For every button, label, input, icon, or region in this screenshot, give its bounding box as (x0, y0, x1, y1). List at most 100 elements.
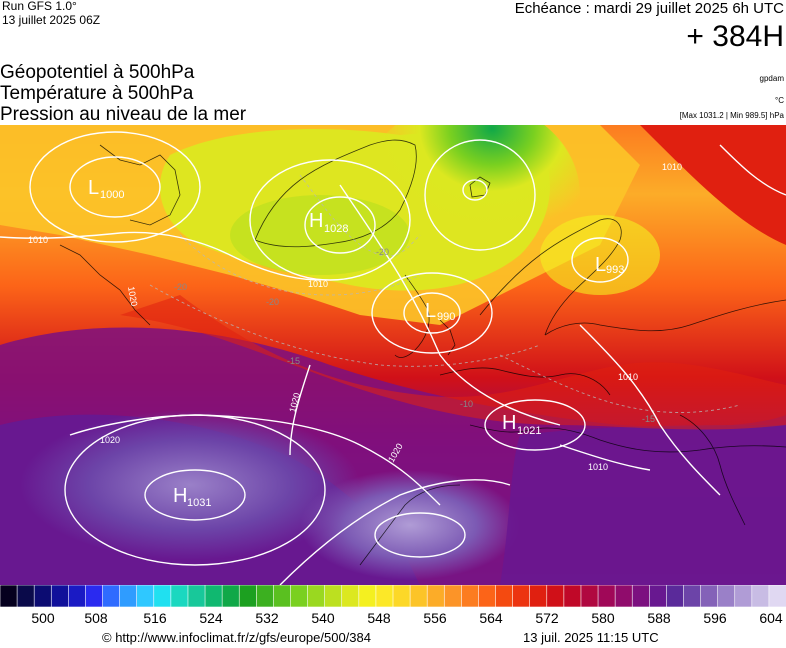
isotherm-label: -15 (287, 356, 300, 366)
field-title-geopotential: Géopotentiel à 500hPa (0, 62, 195, 83)
scale-tick-label: 548 (367, 610, 391, 626)
scale-tick-label: 556 (423, 610, 447, 626)
pressure-center-type: L (88, 177, 99, 199)
isotherm-label: -20 (174, 282, 187, 292)
isobar-label: 1010 (28, 235, 48, 245)
scale-swatch (495, 585, 514, 607)
scale-swatch (119, 585, 138, 607)
isotherm-label: -10 (460, 399, 473, 409)
scale-swatch (204, 585, 223, 607)
generated-timestamp: 13 juil. 2025 11:15 UTC (523, 630, 659, 645)
weather-map: L 1000 H 1028 L 990 L 993 H 1021 H 1031 … (0, 125, 786, 585)
scale-swatch (392, 585, 411, 607)
field-title-pressure: Pression au niveau de la mer (0, 104, 247, 125)
scale-swatch (102, 585, 121, 607)
isobar-label: 1020 (126, 286, 139, 307)
isobar-label: 1010 (618, 372, 638, 382)
scale-swatch (290, 585, 309, 607)
forecast-lead: + 384H (686, 20, 784, 53)
pressure-centers: L 1000 H 1028 L 990 L 993 H 1021 H 1031 (88, 177, 624, 509)
scale-swatch (700, 585, 719, 607)
pressure-center-value: 1028 (324, 223, 348, 235)
scale-swatch (358, 585, 377, 607)
unit-pressure-range: [Max 1031.2 | Min 989.5] hPa (679, 111, 784, 120)
scale-tick-label: 604 (759, 610, 783, 626)
isobar-label: 1020 (100, 435, 120, 445)
scale-swatch (68, 585, 87, 607)
color-scale (0, 585, 786, 607)
pressure-center-value: 1031 (187, 497, 211, 509)
field-title-temperature: Température à 500hPa (0, 83, 194, 104)
unit-temperature: °C (775, 96, 784, 105)
isobar-label: 1010 (308, 279, 328, 289)
isobars (0, 131, 786, 585)
scale-swatch (717, 585, 736, 607)
pressure-center-type: H (502, 412, 516, 434)
scale-swatch (546, 585, 565, 607)
scale-swatch (461, 585, 480, 607)
scale-swatch (324, 585, 343, 607)
validity-time: Echéance : mardi 29 juillet 2025 6h UTC (514, 0, 784, 17)
scale-tick-label: 588 (647, 610, 671, 626)
pressure-center-value: 993 (606, 264, 624, 276)
scale-swatch (683, 585, 702, 607)
source-credit: © http://www.infoclimat.fr/z/gfs/europe/… (102, 630, 371, 645)
scale-swatch (33, 585, 53, 607)
scale-tick-label: 564 (479, 610, 503, 626)
scale-swatch (648, 585, 668, 607)
scale-swatch (341, 585, 360, 607)
scale-swatch (238, 585, 258, 607)
unit-geopotential: gpdam (759, 74, 784, 83)
scale-swatch (512, 585, 531, 607)
scale-tick-label: 508 (84, 610, 108, 626)
scale-swatch (136, 585, 155, 607)
scale-swatch (85, 585, 104, 607)
pressure-center-type: H (173, 485, 187, 507)
scale-swatch (751, 585, 770, 607)
scale-swatch (734, 585, 753, 607)
scale-tick-label: 524 (199, 610, 223, 626)
scale-swatch (614, 585, 634, 607)
scale-swatch (409, 585, 428, 607)
scale-swatch (255, 585, 275, 607)
scale-swatch (768, 585, 786, 607)
isotherm-label: -20 (376, 247, 389, 257)
scale-swatch (221, 585, 241, 607)
scale-tick-label: 572 (535, 610, 559, 626)
scale-swatch (0, 585, 18, 607)
pressure-center-value: 1000 (100, 189, 124, 201)
scale-swatch (307, 585, 326, 607)
scale-swatch (273, 585, 292, 607)
run-date: 13 juillet 2025 06Z (2, 13, 101, 27)
pressure-center-type: H (309, 210, 323, 232)
scale-tick-label: 580 (591, 610, 615, 626)
pressure-center-type: L (425, 300, 436, 322)
isotherm-labels: -20 -20 -20 -15 -15 -10 (174, 247, 655, 424)
scale-swatch (50, 585, 70, 607)
isotherms (149, 174, 741, 413)
scale-swatch (597, 585, 616, 607)
pressure-center-value: 1021 (517, 425, 541, 437)
model-run-label: Run GFS 1.0° (2, 0, 77, 13)
scale-tick-label: 516 (143, 610, 167, 626)
pressure-center-value: 990 (437, 311, 455, 323)
scale-swatch (666, 585, 685, 607)
isotherm-label: -20 (266, 297, 279, 307)
scale-swatch (375, 585, 394, 607)
scale-swatch (187, 585, 206, 607)
isotherm-label: -15 (642, 414, 655, 424)
scale-swatch (478, 585, 497, 607)
scale-tick-label: 500 (31, 610, 55, 626)
scale-swatch (563, 585, 582, 607)
scale-swatch (631, 585, 651, 607)
scale-tick-label: 532 (255, 610, 279, 626)
isobar-label: 1010 (588, 462, 608, 472)
scale-swatch (443, 585, 463, 607)
pressure-center-type: L (595, 254, 606, 276)
scale-swatch (529, 585, 548, 607)
scale-swatch (580, 585, 599, 607)
scale-tick-label: 540 (311, 610, 335, 626)
scale-swatch (170, 585, 189, 607)
scale-swatch (426, 585, 446, 607)
isobar-label: 1010 (662, 162, 682, 172)
